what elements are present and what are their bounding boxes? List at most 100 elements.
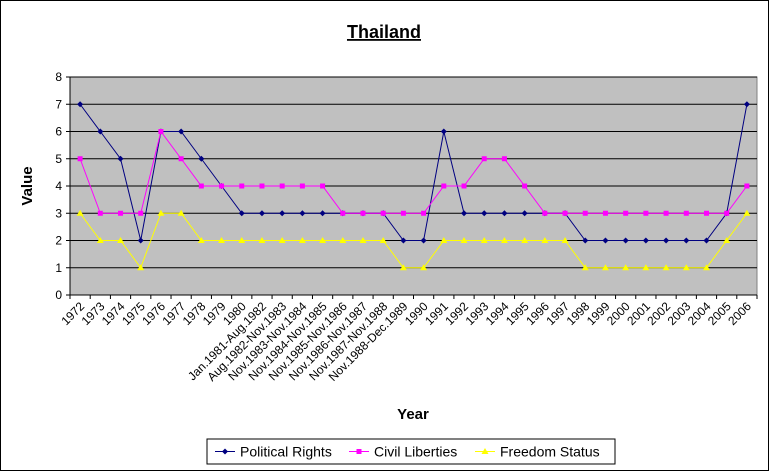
legend-label: Freedom Status xyxy=(500,444,600,460)
data-point xyxy=(460,237,468,243)
data-point xyxy=(481,156,487,162)
data-point xyxy=(461,210,468,217)
data-point xyxy=(562,210,568,216)
data-point xyxy=(542,210,548,216)
data-point xyxy=(683,210,689,216)
data-point xyxy=(743,101,750,108)
y-tick-label: 0 xyxy=(55,288,62,302)
legend-item-0: Political Rights xyxy=(215,444,332,460)
data-point xyxy=(561,237,569,243)
data-point xyxy=(522,183,528,189)
data-point xyxy=(117,155,124,162)
data-point xyxy=(380,210,386,216)
data-point xyxy=(77,156,83,162)
data-point xyxy=(400,210,406,216)
legend-marker xyxy=(356,449,362,454)
series-line xyxy=(79,103,748,241)
data-point xyxy=(480,237,488,243)
data-point xyxy=(198,155,205,162)
data-point xyxy=(744,183,750,189)
legend-label: Political Rights xyxy=(240,444,332,460)
data-point xyxy=(723,237,731,243)
data-point xyxy=(420,237,427,244)
data-point xyxy=(239,183,245,189)
data-point xyxy=(642,237,649,244)
data-point xyxy=(279,210,286,217)
data-point xyxy=(259,183,265,189)
data-point xyxy=(218,237,226,243)
data-point xyxy=(622,264,630,271)
data-point xyxy=(238,210,245,217)
data-point xyxy=(582,210,588,216)
legend-item-1: Civil Liberties xyxy=(349,444,457,460)
data-point xyxy=(379,237,387,243)
data-point xyxy=(440,237,448,243)
y-tick-label: 8 xyxy=(55,70,62,84)
data-point xyxy=(420,264,428,271)
data-point xyxy=(682,264,690,271)
data-point xyxy=(440,128,447,135)
data-point xyxy=(642,264,650,271)
data-point xyxy=(400,237,407,244)
data-point xyxy=(703,237,710,244)
legend-box xyxy=(206,438,616,465)
data-point xyxy=(219,183,225,189)
series-line xyxy=(79,212,748,269)
data-point xyxy=(178,156,184,162)
data-point xyxy=(501,210,508,217)
data-point xyxy=(258,237,266,243)
data-point xyxy=(76,209,84,216)
data-point xyxy=(724,210,730,216)
data-point xyxy=(177,209,185,216)
data-point xyxy=(481,210,488,217)
data-point xyxy=(500,237,508,243)
data-point xyxy=(137,237,144,244)
data-point xyxy=(339,237,347,243)
y-tick-label: 2 xyxy=(55,234,62,248)
x-axis-ticks: 197219731974197519761977197819791980Jan.… xyxy=(58,295,758,384)
data-point xyxy=(320,183,326,189)
data-point xyxy=(623,210,629,216)
data-point xyxy=(319,210,326,217)
data-point xyxy=(117,237,125,243)
data-point xyxy=(97,210,103,216)
data-point xyxy=(602,237,609,244)
data-point xyxy=(238,237,246,243)
series-2 xyxy=(76,209,751,271)
data-point xyxy=(96,237,104,243)
data-point xyxy=(582,237,589,244)
legend-item-2: Freedom Status xyxy=(475,444,600,460)
data-point xyxy=(601,264,609,271)
data-point xyxy=(743,209,751,216)
series-line xyxy=(79,130,748,214)
legend-marker xyxy=(481,448,489,454)
data-point xyxy=(198,183,204,189)
data-point xyxy=(501,156,507,162)
data-point xyxy=(197,237,205,243)
y-tick-label: 4 xyxy=(55,179,62,193)
data-point xyxy=(662,264,670,271)
data-point xyxy=(643,210,649,216)
data-point xyxy=(421,210,427,216)
data-point xyxy=(581,264,589,271)
chart-title: Thailand xyxy=(347,22,421,42)
data-point xyxy=(399,264,407,271)
data-point xyxy=(702,264,710,271)
legend-marker xyxy=(222,448,228,455)
y-axis-title: Value xyxy=(19,166,36,205)
y-tick-label: 6 xyxy=(55,125,62,139)
series-layer xyxy=(76,101,751,271)
series-1 xyxy=(77,129,750,216)
data-point xyxy=(602,210,608,216)
data-point xyxy=(663,237,670,244)
y-tick-label: 7 xyxy=(55,97,62,111)
data-point xyxy=(622,237,629,244)
data-point xyxy=(541,237,549,243)
data-point xyxy=(97,128,104,135)
data-point xyxy=(360,210,366,216)
data-point xyxy=(118,210,124,216)
legend: Political Rights Civil Liberties Freedom S… xyxy=(206,438,616,465)
data-point xyxy=(178,128,185,135)
data-point xyxy=(703,210,709,216)
